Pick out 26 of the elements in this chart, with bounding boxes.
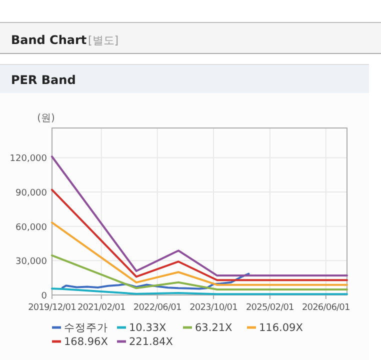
- x-tick-label: 2025/02/01: [246, 303, 294, 313]
- legend-label: 116.09X: [259, 322, 303, 334]
- y-axis-title: (원): [37, 113, 55, 124]
- text: Band Chart: [11, 33, 87, 47]
- x-tick-label: 2023/10/01: [190, 303, 238, 313]
- x-tick-label: 2019/12/01: [28, 303, 76, 313]
- legend-label: 10.33X: [129, 322, 166, 334]
- y-tick-label: 120,000: [10, 154, 48, 164]
- chart-title: PER Band: [11, 73, 76, 87]
- y-tick-label: 90,000: [16, 188, 48, 199]
- legend-label: 수정주가: [64, 322, 108, 334]
- text: [별도]: [88, 34, 119, 47]
- y-tick-label: 30,000: [16, 257, 48, 268]
- line-series: [51, 222, 348, 286]
- y-tick-label: 60,000: [16, 222, 48, 233]
- x-tick-label: 2022/06/01: [133, 303, 182, 313]
- line-series: [51, 254, 348, 291]
- line-series: [62, 272, 250, 290]
- x-tick-label: 2026/06/01: [302, 303, 350, 313]
- line-series: [51, 188, 348, 282]
- legend-label: 221.84X: [129, 336, 173, 348]
- line-series: [51, 156, 348, 277]
- legend-label: 168.96X: [64, 336, 108, 348]
- x-tick-label: 2021/02/01: [77, 303, 126, 313]
- legend-label: 63.21X: [195, 322, 232, 334]
- y-tick-label: 0: [41, 292, 48, 302]
